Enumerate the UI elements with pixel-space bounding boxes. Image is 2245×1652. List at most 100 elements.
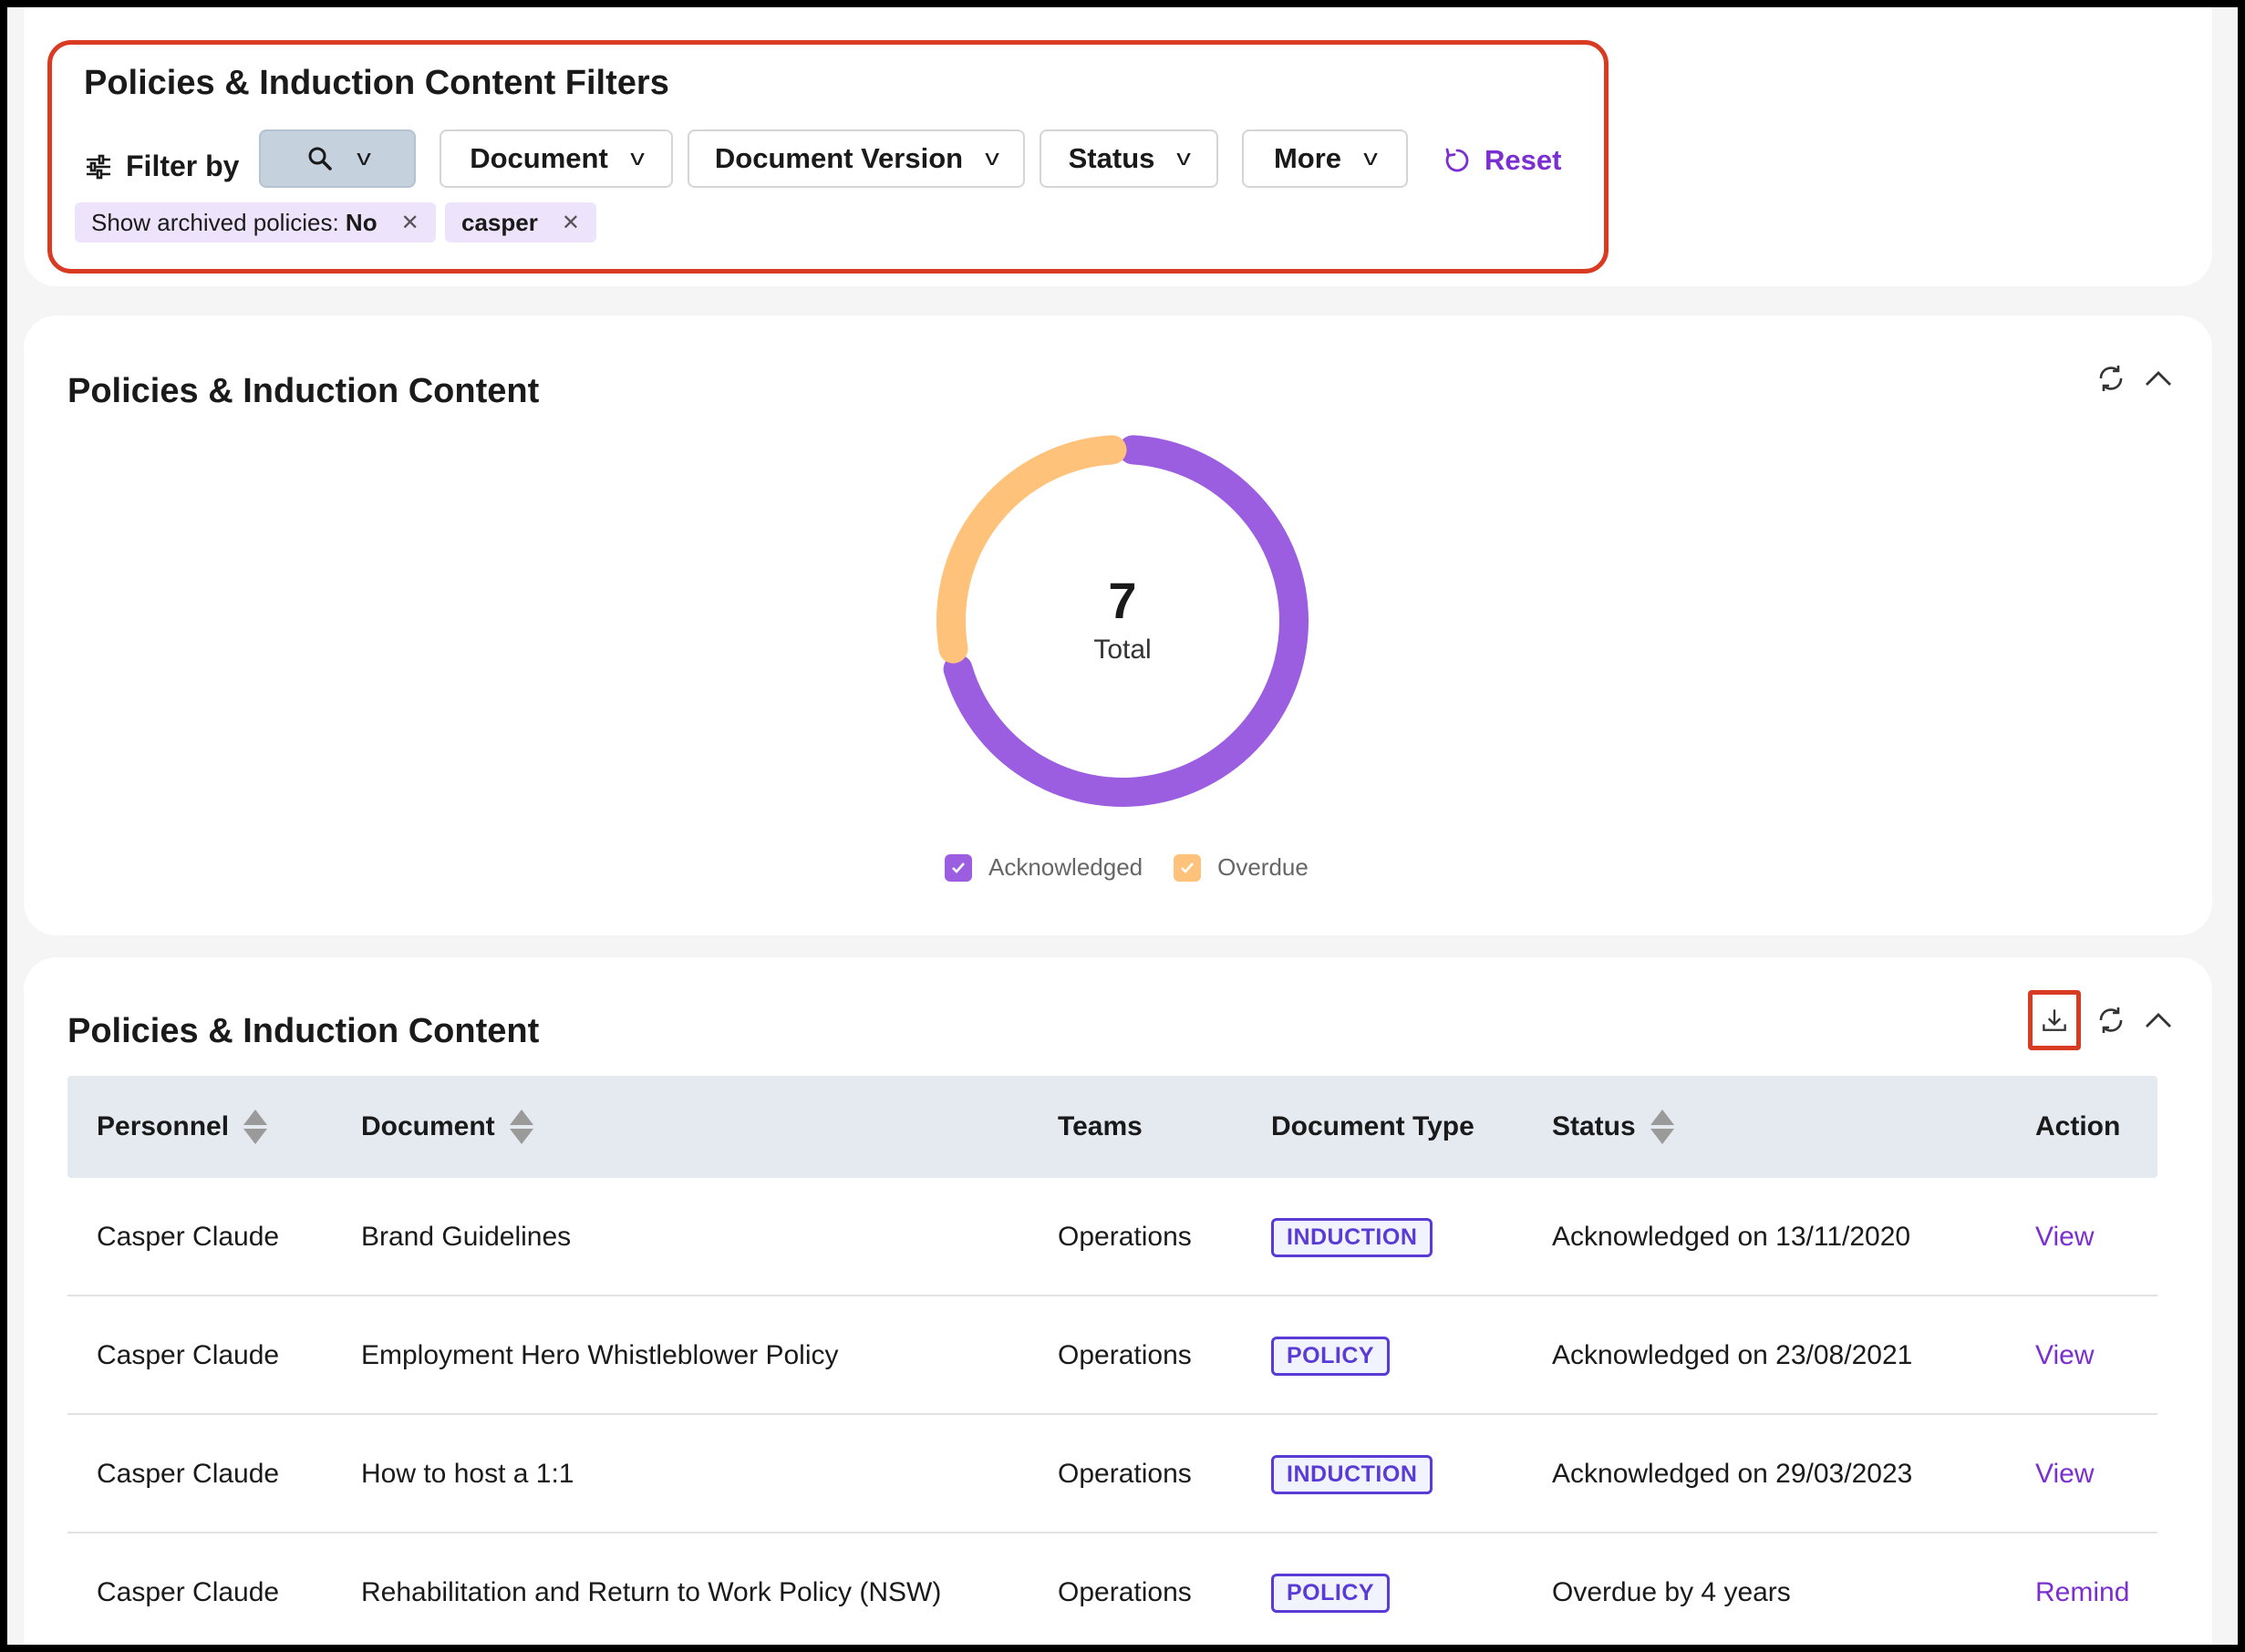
column-header-teams: Teams [1058, 1076, 1143, 1178]
cell-document: Brand Guidelines [361, 1222, 572, 1252]
document-version-filter-label: Document Version [714, 142, 964, 174]
chevron-down-icon: v [357, 146, 371, 170]
table-row: Casper Claude How to host a 1:1 Operatio… [67, 1415, 2157, 1533]
remind-link[interactable]: Remind [2035, 1577, 2130, 1607]
donut-segment-overdue[interactable] [936, 435, 1127, 664]
document-version-filter-button[interactable]: Document Version v [688, 129, 1025, 188]
refresh-icon[interactable] [2094, 361, 2128, 396]
column-label: Document [361, 1111, 495, 1141]
table-section-title: Policies & Induction Content [67, 1012, 540, 1050]
filter-chip-search: casper ✕ [445, 202, 596, 243]
sort-icon [1650, 1110, 1674, 1144]
more-filter-label: More [1273, 142, 1342, 174]
chip-value: casper [461, 208, 538, 236]
document-type-badge: INDUCTION [1271, 1217, 1433, 1257]
cell-personnel: Casper Claude [97, 1459, 280, 1489]
cell-personnel: Casper Claude [97, 1222, 280, 1252]
cell-document-type: INDUCTION [1271, 1178, 1433, 1296]
legend-label: Overdue [1217, 853, 1309, 881]
chevron-up-icon[interactable] [2141, 1003, 2176, 1038]
sort-icon [243, 1110, 268, 1144]
sort-icon [509, 1110, 533, 1144]
table-header: Personnel Document Teams Document Type S… [67, 1076, 2157, 1178]
filters-highlight [47, 40, 1609, 274]
refresh-icon[interactable] [2094, 1003, 2128, 1038]
chevron-down-icon: v [629, 146, 645, 170]
status-filter-label: Status [1068, 142, 1155, 174]
column-header-document-type: Document Type [1271, 1076, 1474, 1178]
reset-button[interactable]: Reset [1443, 144, 1561, 177]
filters-card: Policies & Induction Content Filters Fil… [24, 7, 2212, 286]
filter-by: Filter by [84, 150, 239, 183]
column-header-personnel[interactable]: Personnel [97, 1076, 268, 1178]
more-filter-button[interactable]: More v [1242, 129, 1408, 188]
legend-item-overdue[interactable]: Overdue [1174, 853, 1309, 882]
chevron-down-icon: v [1176, 146, 1192, 170]
column-label: Teams [1058, 1111, 1143, 1141]
chart-card-controls [2094, 361, 2176, 396]
chart-section-title: Policies & Induction Content [67, 372, 540, 410]
cell-document: Employment Hero Whistleblower Policy [361, 1340, 839, 1370]
document-type-badge: INDUCTION [1271, 1454, 1433, 1494]
filter-by-label: Filter by [126, 150, 240, 182]
policies-table: Personnel Document Teams Document Type S… [67, 1076, 2157, 1645]
status-filter-button[interactable]: Status v [1040, 129, 1218, 188]
column-header-action: Action [2035, 1076, 2120, 1178]
table-card-controls [2028, 990, 2176, 1050]
cell-teams: Operations [1058, 1459, 1192, 1489]
document-type-badge: POLICY [1271, 1573, 1391, 1613]
chevron-down-icon: v [1363, 146, 1378, 170]
chart-legend: Acknowledged Overdue [945, 853, 1309, 882]
view-link[interactable]: View [2035, 1340, 2095, 1370]
column-label: Document Type [1271, 1111, 1474, 1141]
chip-label: Show archived policies: No [91, 209, 378, 237]
cell-personnel: Casper Claude [97, 1577, 280, 1607]
cell-document: Rehabilitation and Return to Work Policy… [361, 1577, 942, 1607]
legend-label: Acknowledged [988, 853, 1143, 881]
table-row: Casper Claude Rehabilitation and Return … [67, 1533, 2157, 1645]
view-link[interactable]: View [2035, 1222, 2095, 1252]
page-frame: Policies & Induction Content Filters Fil… [7, 7, 2238, 1645]
donut-total-label: Total [1093, 635, 1152, 665]
donut-svg [936, 435, 1309, 807]
cell-document-type: POLICY [1271, 1296, 1391, 1415]
chevron-down-icon: v [985, 146, 999, 170]
cell-teams: Operations [1058, 1222, 1192, 1252]
cell-personnel: Casper Claude [97, 1340, 280, 1370]
search-icon [308, 147, 332, 170]
document-type-badge: POLICY [1271, 1336, 1391, 1376]
column-label: Status [1552, 1111, 1636, 1141]
column-header-document[interactable]: Document [361, 1076, 533, 1178]
checkbox-icon [945, 853, 972, 882]
filters-title: Policies & Induction Content Filters [84, 64, 669, 102]
legend-item-acknowledged[interactable]: Acknowledged [945, 853, 1143, 882]
sliders-icon [87, 154, 110, 179]
column-header-status[interactable]: Status [1552, 1076, 1674, 1178]
cell-teams: Operations [1058, 1577, 1192, 1607]
download-icon [2043, 1009, 2066, 1031]
reset-label: Reset [1485, 144, 1562, 176]
table-card: Policies & Induction Content [24, 957, 2212, 1645]
cell-status: Acknowledged on 23/08/2021 [1552, 1340, 1913, 1370]
search-filter-button[interactable]: v [259, 129, 416, 188]
chip-prefix: Show archived policies: [91, 208, 346, 236]
view-link[interactable]: View [2035, 1459, 2095, 1489]
cell-document: How to host a 1:1 [361, 1459, 574, 1489]
cell-document-type: POLICY [1271, 1533, 1391, 1645]
checkbox-icon [1174, 853, 1202, 882]
chevron-up-icon[interactable] [2141, 361, 2176, 396]
filter-chip-archived: Show archived policies: No ✕ [75, 202, 436, 243]
document-filter-button[interactable]: Document v [440, 129, 673, 188]
table-row: Casper Claude Brand Guidelines Operation… [67, 1178, 2157, 1296]
chip-value: No [345, 208, 378, 236]
cell-status: Overdue by 4 years [1552, 1577, 1791, 1607]
donut-segment-acknowledged[interactable] [943, 435, 1309, 807]
close-icon[interactable]: ✕ [561, 210, 580, 235]
donut-total-value: 7 [1108, 572, 1137, 629]
chart-card: Policies & Induction Content 7 Total [24, 315, 2212, 935]
download-button[interactable] [2028, 990, 2081, 1050]
cell-document-type: INDUCTION [1271, 1415, 1433, 1533]
cell-teams: Operations [1058, 1340, 1192, 1370]
close-icon[interactable]: ✕ [400, 210, 419, 235]
donut-chart: 7 Total [926, 425, 1319, 817]
